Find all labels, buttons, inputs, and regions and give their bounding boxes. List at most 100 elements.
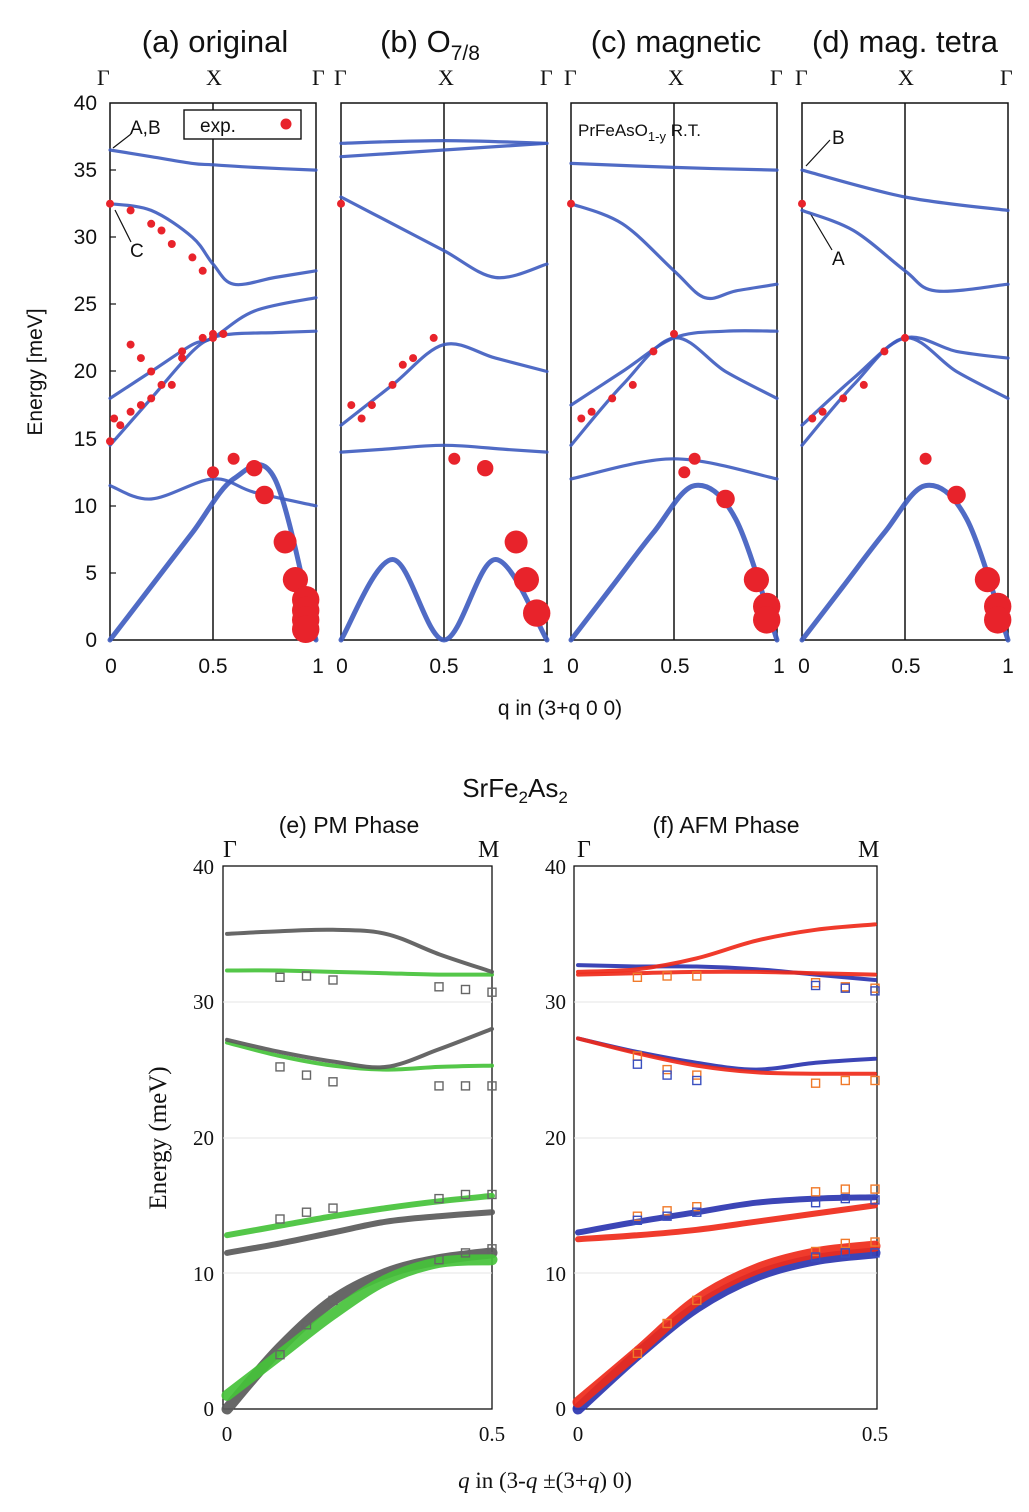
annotation-ab: A,B: [130, 118, 161, 139]
exp-point-a-9: [207, 466, 219, 479]
xtick-d-05: 0.5: [891, 655, 920, 678]
exp-point-a-29: [147, 367, 156, 376]
exp-point-d-7: [919, 452, 932, 465]
xtick-a-05: 0.5: [198, 655, 227, 678]
exp-square-f-orange-5: [870, 1237, 880, 1247]
exp-point-d-5: [880, 347, 889, 356]
ylabel-bottom: Energy (meV): [145, 1066, 172, 1209]
xtick-a-1: 1: [312, 655, 324, 678]
exp-square-e-gray-8: [328, 1203, 338, 1213]
series-f-0: [572, 1247, 881, 1415]
exp-point-b-2: [357, 414, 366, 423]
exp-point-a-30: [157, 380, 166, 389]
series-e-6: [225, 968, 494, 977]
ytick-f-30: 30: [545, 990, 566, 1014]
exp-square-e-gray-16: [460, 1081, 471, 1091]
xtick-e-0: 0: [222, 1422, 233, 1446]
exp-square-f-blue-9: [810, 980, 821, 991]
sym-gamma-a-right: Γ: [312, 65, 325, 90]
calc-branch-c-4: [569, 161, 779, 172]
exp-point-c-6: [670, 329, 678, 338]
exp-point-a-8: [178, 354, 187, 363]
y-ticks-top: 0 5 10 15 20 25 30 35 40: [74, 92, 97, 652]
exp-square-e-gray-18: [275, 972, 285, 982]
exp-point-d-6: [901, 333, 909, 342]
ytick-top-10: 10: [74, 495, 97, 518]
exp-square-f-blue-2: [692, 1075, 702, 1086]
exp-square-f-blue-4: [840, 1248, 850, 1258]
exp-square-e-gray-6: [275, 1214, 285, 1224]
exp-square-f-orange-4: [840, 1238, 850, 1249]
sym-x-d: X: [898, 65, 914, 90]
sym-m-f: M: [858, 837, 879, 863]
series-f-8: [576, 922, 877, 974]
exp-point-c-4: [628, 380, 637, 389]
annotation-a: A: [832, 249, 845, 270]
exp-point-b-10: [504, 530, 528, 554]
exp-square-f-orange-3: [810, 1246, 821, 1257]
panel-title-c: (c) magnetic: [591, 24, 762, 59]
x-ticks-top: 0 0.5 1 0 0.5 1 0 0.5 1 0 0.5 1: [105, 655, 1014, 678]
sym-gamma-f: Γ: [577, 837, 591, 863]
compound-title: SrFe2As2: [462, 773, 568, 807]
plot-area-b: [337, 138, 551, 643]
calc-branch-c-3: [569, 202, 779, 301]
exp-point-d-0: [798, 199, 806, 208]
panel-title-d: (d) mag. tetra: [812, 24, 999, 59]
ytick-top-15: 15: [74, 428, 97, 451]
exp-point-a-11: [246, 460, 263, 477]
exp-square-f-orange-13: [662, 1064, 672, 1075]
arrow-a: [809, 212, 833, 251]
exp-square-f-blue-8: [692, 1207, 702, 1217]
exp-square-f-blue-14: [870, 1195, 880, 1205]
exp-square-f-orange-8: [692, 1201, 702, 1212]
exp-square-e-gray-5: [487, 1244, 497, 1254]
series-e-2: [224, 1209, 495, 1256]
exp-point-c-2: [587, 407, 596, 416]
ytick-top-25: 25: [74, 293, 97, 316]
sym-gamma-c-left: Γ: [564, 65, 577, 90]
calc-branch-b-1: [339, 443, 549, 454]
exp-square-f-orange-10: [840, 1184, 850, 1194]
exp-point-a-12: [255, 485, 274, 505]
exp-point-a-3: [116, 421, 125, 430]
arrow-b: [805, 139, 831, 167]
exp-point-a-19: [126, 206, 135, 215]
sym-gamma-e: Γ: [223, 837, 237, 863]
sym-gamma-b-right: Γ: [540, 65, 553, 90]
panel-title-b: (b) O7/8: [380, 24, 480, 65]
exp-point-a-14: [282, 567, 308, 593]
calc-branch-c-0: [568, 482, 780, 643]
exp-point-a-27: [126, 340, 135, 349]
sym-x-b: X: [438, 65, 454, 90]
exp-square-f-orange-14: [692, 1070, 702, 1080]
exp-point-c-8: [688, 452, 701, 465]
sym-gamma-a-left: Γ: [97, 65, 110, 90]
exp-point-d-4: [859, 380, 868, 389]
exp-point-a-32: [198, 333, 207, 342]
ytick-e-30: 30: [193, 990, 214, 1014]
exp-square-e-gray-11: [487, 1189, 497, 1200]
exp-point-a-5: [136, 401, 145, 410]
sym-x-a: X: [206, 65, 222, 90]
exp-square-f-orange-11: [870, 1184, 880, 1194]
exp-square-f-orange-16: [840, 1075, 850, 1086]
sym-gamma-d-left: Γ: [795, 65, 808, 90]
exp-point-b-8: [448, 452, 461, 465]
ytick-e-20: 20: [193, 1126, 214, 1150]
sym-gamma-c-right: Γ: [770, 65, 783, 90]
exp-point-c-7: [678, 466, 691, 479]
exp-point-c-3: [608, 394, 617, 403]
xtick-b-1: 1: [542, 655, 554, 678]
plot-area-c: [567, 161, 781, 643]
exp-point-a-13: [273, 530, 297, 554]
exp-square-f-orange-17: [870, 1075, 880, 1086]
exp-square-f-blue-1: [662, 1070, 672, 1080]
series-f-3: [575, 1202, 878, 1243]
series-f-7: [576, 969, 877, 977]
exp-point-a-24: [198, 266, 207, 275]
sym-gamma-b-left: Γ: [334, 65, 347, 90]
ytick-f-40: 40: [545, 855, 566, 879]
annotation-b: B: [832, 128, 845, 149]
calc-branch-b-0: [338, 556, 550, 643]
